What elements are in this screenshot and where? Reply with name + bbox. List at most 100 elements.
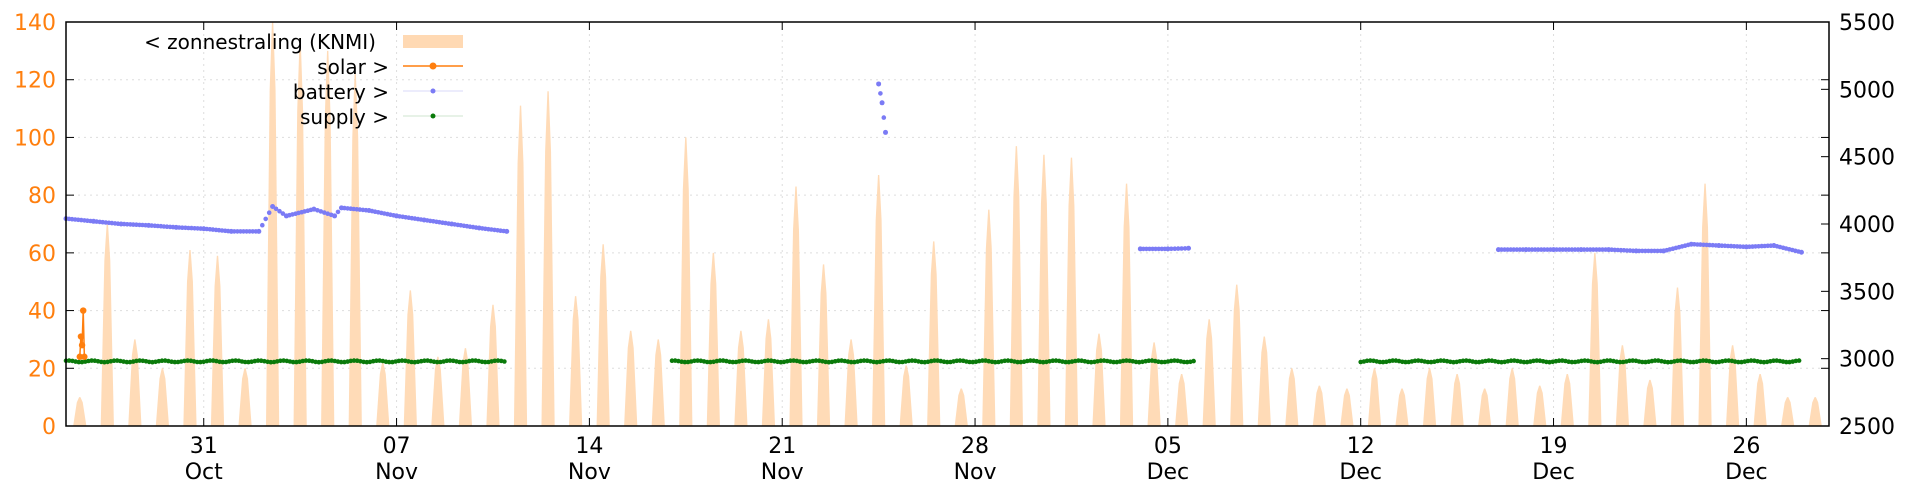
legend: < zonnestraling (KNMI) solar > battery >…: [144, 30, 463, 129]
zonnestraling-bar: [1781, 397, 1795, 426]
supply-point: [457, 359, 462, 365]
zonnestraling-bar: [1009, 146, 1023, 427]
x-tick-label-month: Oct: [185, 460, 223, 480]
battery-point: [256, 228, 262, 234]
left-tick-label: 120: [14, 69, 56, 94]
zonnestraling-bar: [1202, 319, 1216, 426]
zonnestraling-bar: [1533, 385, 1547, 426]
legend-label-zonnestraling: < zonnestraling (KNMI): [144, 30, 376, 54]
supply-point: [1050, 358, 1056, 364]
zonnestraling-bar: [1725, 345, 1740, 426]
zonnestraling-bar: [1119, 183, 1134, 426]
zonnestraling-bar: [265, 22, 280, 426]
zonnestraling-bar: [1753, 374, 1767, 426]
supply-point: [1015, 359, 1020, 365]
supply-point: [194, 359, 200, 365]
supply-point: [386, 359, 392, 365]
solar-point: [76, 353, 83, 360]
solar-series: [76, 307, 88, 360]
x-tick-label-month: Dec: [1147, 460, 1190, 480]
right-tick-label: 3000: [1839, 348, 1895, 373]
solar-point: [80, 307, 87, 314]
supply-point: [704, 359, 710, 365]
supply-point: [717, 358, 723, 363]
supply-point: [220, 359, 226, 365]
battery-point: [266, 210, 272, 215]
supply-point: [1181, 359, 1187, 365]
x-tick-label-month: Dec: [1532, 460, 1575, 480]
supply-point: [482, 359, 488, 365]
battery-series: [63, 81, 1804, 255]
x-tick-label-month: Nov: [761, 460, 804, 480]
battery-point: [1172, 246, 1178, 251]
supply-point: [1723, 358, 1728, 364]
zonnestraling-bar: [431, 356, 445, 426]
zonnestraling-bar: [569, 296, 583, 426]
supply-point: [1748, 358, 1754, 363]
zonnestraling-bar: [348, 73, 362, 426]
left-tick-label: 60: [28, 242, 56, 267]
right-tick-label: 5000: [1839, 78, 1895, 103]
zonnestraling-bar: [1808, 397, 1822, 426]
battery-point: [1165, 246, 1171, 252]
supply-point: [800, 359, 806, 365]
x-tick-label-day: 28: [961, 434, 989, 459]
legend-marker-battery: [430, 88, 436, 94]
battery-point: [260, 222, 265, 228]
right-tick-label: 5500: [1839, 11, 1895, 36]
legend-label-solar: solar >: [317, 55, 389, 79]
x-tick-label-month: Dec: [1339, 460, 1382, 480]
zonnestraling-bar: [899, 365, 913, 426]
supply-series: [63, 358, 1802, 365]
battery-point: [270, 203, 276, 209]
battery-point: [878, 91, 883, 96]
supply-point: [470, 358, 475, 363]
zonnestraling-bar: [1147, 342, 1161, 426]
supply-point: [1784, 359, 1789, 365]
zonnestraling-bar: [1285, 368, 1299, 426]
supply-point: [980, 358, 985, 363]
supply-point: [1556, 358, 1562, 364]
supply-point: [1390, 358, 1395, 363]
supply-point: [1159, 359, 1164, 365]
supply-point: [1796, 358, 1802, 363]
supply-point: [422, 358, 427, 364]
zonnestraling-bar: [210, 255, 225, 426]
supply-point: [1486, 358, 1491, 363]
zonnestraling-bar: [734, 330, 748, 426]
supply-point: [932, 358, 937, 363]
supply-point: [1736, 359, 1741, 365]
zonnestraling-bar: [1230, 284, 1244, 426]
battery-point: [1179, 246, 1184, 251]
supply-point: [326, 358, 331, 364]
battery-point: [1169, 246, 1174, 252]
x-tick-label-month: Nov: [954, 460, 997, 480]
zonnestraling-bar: [844, 339, 858, 426]
zonnestraling-bar: [1312, 385, 1326, 426]
zonnestraling-bar: [816, 264, 831, 426]
zonnestraling-bar: [1037, 154, 1051, 426]
zonnestraling-bar: [1505, 368, 1519, 426]
grid: [66, 21, 1829, 427]
battery-point: [504, 228, 510, 234]
supply-point: [896, 359, 902, 365]
zonnestraling-bar: [1340, 388, 1354, 426]
supply-point: [242, 359, 248, 365]
zonnestraling-bar: [238, 368, 252, 426]
battery-point: [1798, 249, 1804, 255]
supply-point: [730, 359, 736, 365]
supply-point: [1063, 359, 1068, 365]
right-tick-label: 4000: [1839, 213, 1895, 238]
zonnestraling-bar: [761, 319, 776, 426]
supply-point: [1425, 359, 1431, 365]
right-tick-label: 2500: [1839, 415, 1895, 440]
battery-point: [881, 115, 887, 120]
zonnestraling-bar: [73, 397, 87, 426]
zonnestraling-bar: [1422, 368, 1437, 426]
legend-label-supply: supply >: [300, 105, 389, 129]
zonnestraling-bar: [1698, 183, 1712, 426]
zonnestraling-bar: [541, 91, 555, 426]
zonnestraling-bar: [128, 339, 142, 426]
battery-point: [879, 100, 885, 106]
supply-point: [159, 358, 165, 364]
